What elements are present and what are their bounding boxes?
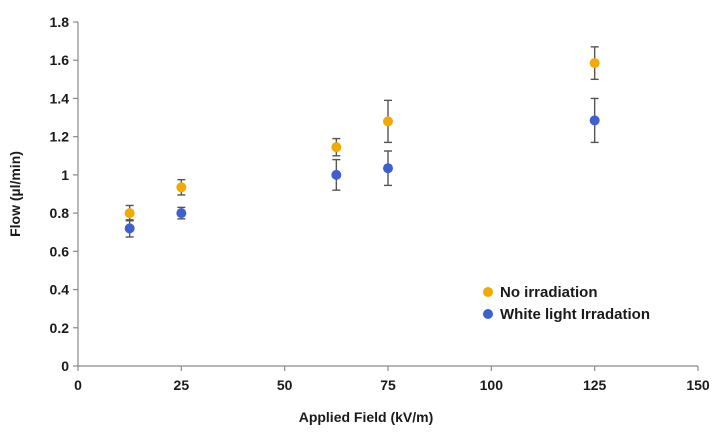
data-point-series-1	[383, 116, 393, 127]
legend-entry: White light Irradation	[483, 306, 650, 323]
y-tick-label: 1	[61, 167, 69, 183]
data-point-series-1	[589, 58, 600, 69]
y-tick-label: 1.8	[50, 14, 70, 30]
y-tick-label: 0.2	[50, 320, 70, 336]
data-point-series-1	[176, 182, 187, 193]
x-tick-label: 150	[686, 377, 710, 393]
error-bars	[125, 46, 599, 238]
y-tick-label: 1.2	[50, 129, 70, 145]
data-point-series-1	[331, 142, 342, 153]
axes	[73, 21, 699, 371]
legend-entry: No irradiation	[483, 284, 598, 301]
x-axis-title: Applied Field (kV/m)	[299, 409, 434, 425]
legend: No irradiation White light Irradation	[483, 284, 650, 323]
legend-marker	[483, 309, 493, 319]
y-axis-title: Flow (µl/min)	[7, 151, 23, 237]
y-tick-label: 0.4	[50, 282, 70, 298]
x-tick-label: 100	[480, 377, 504, 393]
data-point-series-2	[124, 223, 135, 234]
data-point-series-1	[124, 208, 135, 219]
y-tick-label: 1.6	[50, 52, 70, 68]
data-points	[124, 58, 600, 234]
y-tick-label: 1.4	[50, 90, 70, 106]
data-point-series-2	[176, 208, 187, 219]
x-tick-label: 75	[380, 377, 396, 393]
x-tick-label: 0	[74, 377, 82, 393]
tick-labels: 0 0.2 0.4 0.6 0.8 1 1.2 1.4 1.6 1.8 0 25 50 75 100 125 1…	[50, 14, 710, 393]
x-tick-label: 25	[174, 377, 190, 393]
legend-marker	[483, 287, 493, 297]
data-point-series-2	[589, 115, 600, 126]
x-tick-label: 125	[583, 377, 607, 393]
data-point-series-2	[383, 163, 393, 174]
legend-label: White light Irradation	[500, 306, 650, 323]
x-tick-label: 50	[277, 377, 293, 393]
data-point-series-2	[331, 169, 342, 180]
y-tick-label: 0.6	[50, 243, 70, 259]
legend-label: No irradiation	[500, 284, 598, 301]
y-tick-label: 0.8	[50, 205, 70, 221]
y-tick-label: 0	[61, 358, 69, 374]
